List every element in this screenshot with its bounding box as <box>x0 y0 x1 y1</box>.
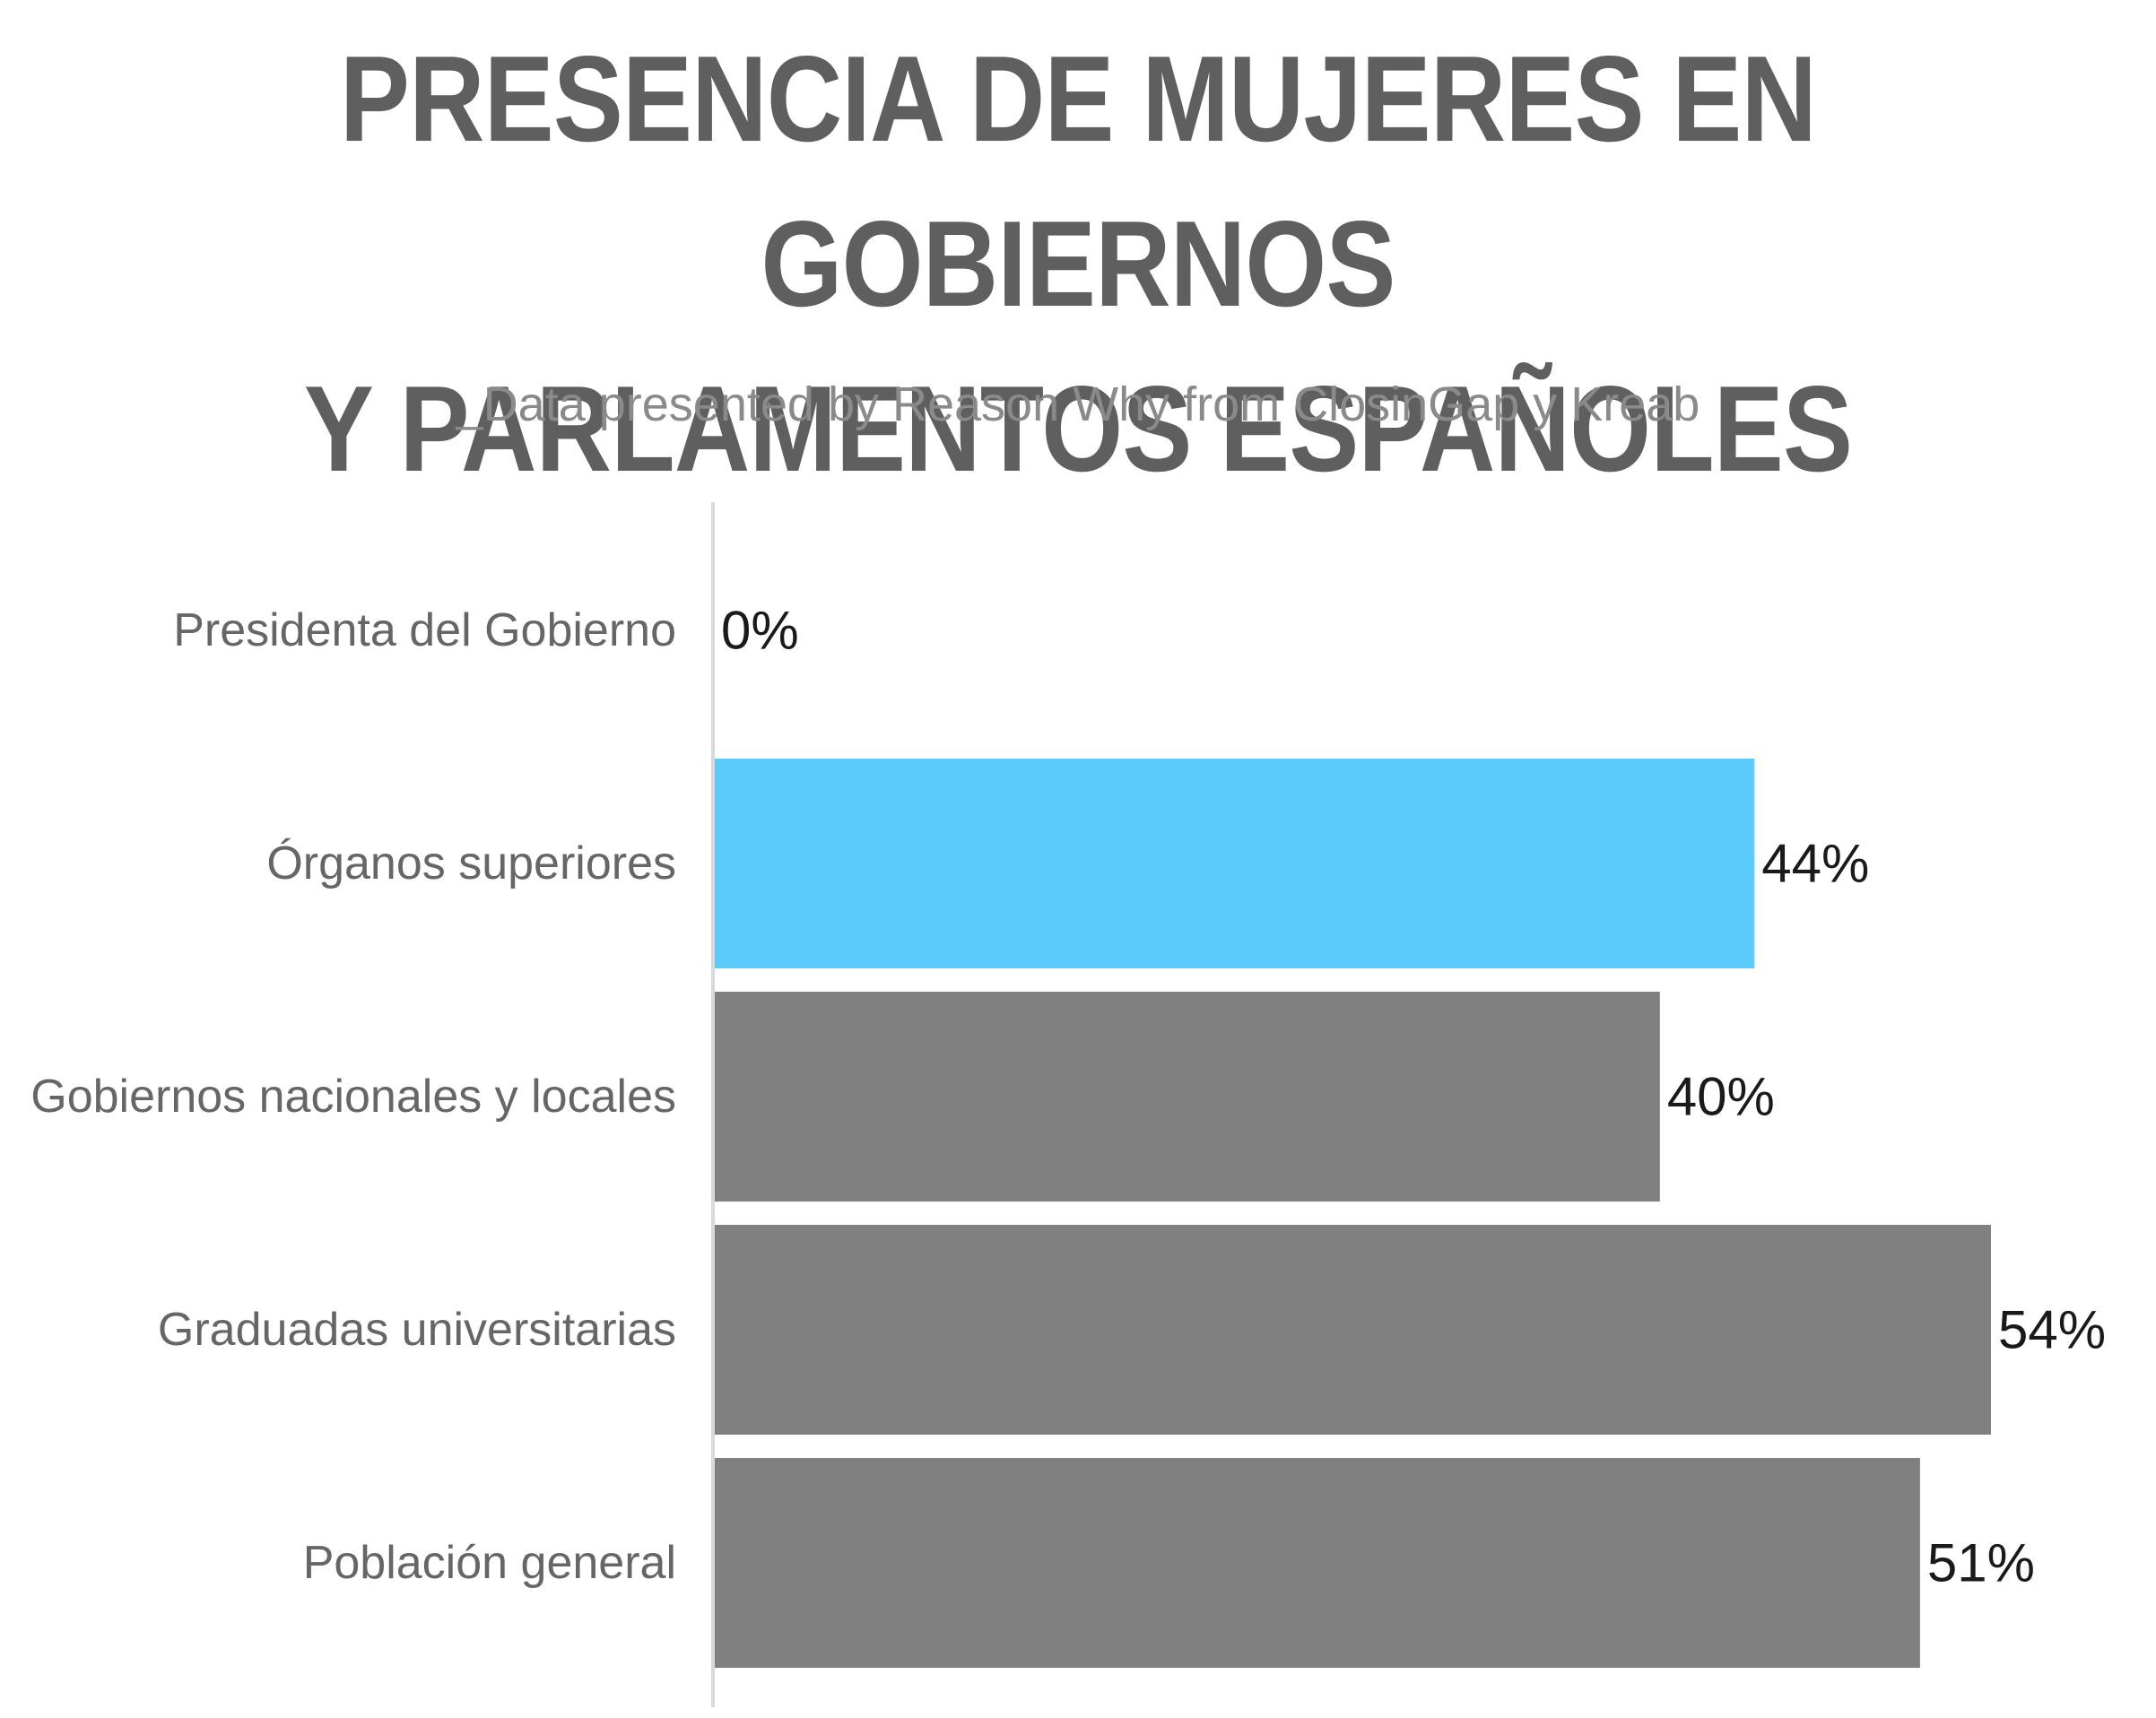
chart-title-line-2: Y PARLAMENTOS ESPAÑOLES <box>303 360 1853 497</box>
value-label-0: 0% <box>721 601 799 661</box>
chart-title-line-1: PRESENCIA DE MUJERES EN GOBIERNOS <box>339 30 1817 332</box>
bar-4 <box>714 1458 1920 1668</box>
value-label-1: 44% <box>1761 834 1869 894</box>
category-label-4: Población general <box>303 1537 676 1589</box>
bar-2 <box>714 992 1660 1202</box>
category-label-2: Gobiernos nacionales y locales <box>30 1071 676 1123</box>
bar-3 <box>714 1225 1991 1435</box>
value-label-4: 51% <box>1927 1533 2035 1593</box>
value-label-3: 54% <box>1998 1300 2106 1360</box>
value-label-2: 40% <box>1667 1067 1775 1127</box>
chart-title: PRESENCIA DE MUJERES EN GOBIERNOS Y PARL… <box>151 16 2004 511</box>
category-label-1: Órganos superiores <box>266 837 676 889</box>
category-label-0: Presidenta del Gobierno <box>173 604 676 656</box>
bar-1 <box>714 759 1755 968</box>
category-label-3: Graduadas universitarias <box>158 1304 676 1356</box>
chart-subtitle: _Data presented by Reason Why from Closi… <box>456 377 1700 431</box>
